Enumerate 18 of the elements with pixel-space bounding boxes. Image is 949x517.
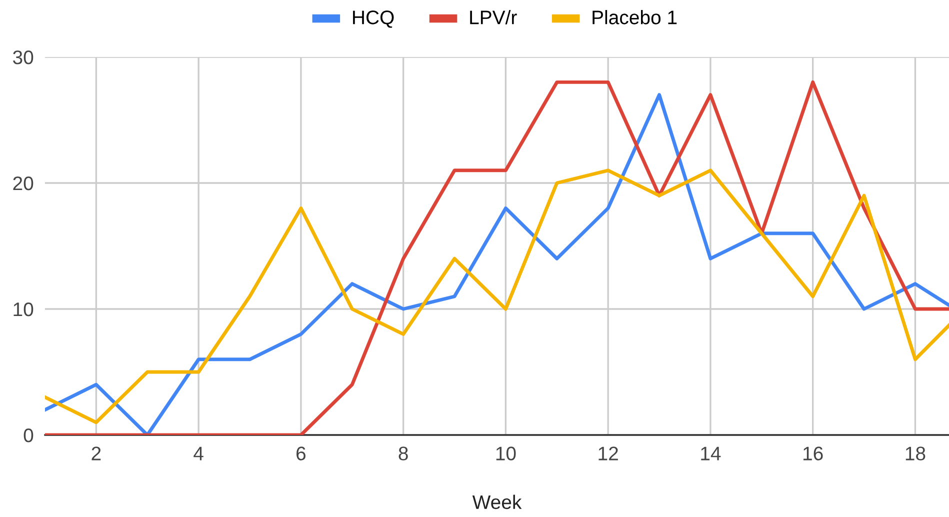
x-tick-label: 12 xyxy=(598,446,618,460)
x-tick-label: 18 xyxy=(906,446,926,460)
x-tick-label: 6 xyxy=(296,446,306,460)
legend-label: HCQ xyxy=(353,10,394,28)
line-series xyxy=(45,168,949,424)
x-tick-label: 8 xyxy=(398,446,408,460)
legend-label: Placebo 1 xyxy=(592,10,677,24)
y-tick-label: 0 xyxy=(24,428,34,442)
x-tick-label: 2 xyxy=(92,446,101,460)
x-tick-label: 16 xyxy=(804,446,823,460)
x-tick-label: 4 xyxy=(194,446,204,460)
y-tick-label: 10 xyxy=(14,302,34,316)
x-axis-title: Week xyxy=(472,494,522,510)
x-tick-label: 10 xyxy=(496,446,516,460)
y-tick-label: 30 xyxy=(13,50,34,64)
y-tick-label: 20 xyxy=(13,176,34,190)
legend-label: LPV/r xyxy=(470,10,517,24)
x-tick-label: 14 xyxy=(701,446,721,460)
